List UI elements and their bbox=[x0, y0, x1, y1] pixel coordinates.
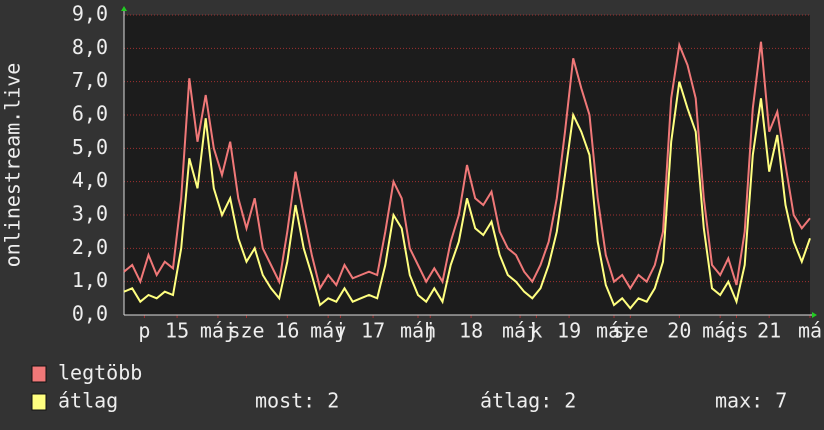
series-line bbox=[123, 81, 811, 310]
y-tick-label: 9,0 bbox=[72, 2, 108, 26]
axis-arrow bbox=[812, 312, 817, 318]
x-tick-label: v bbox=[334, 319, 346, 343]
y-tick-label: 8,0 bbox=[72, 35, 108, 59]
x-tick-label: 17 bbox=[361, 319, 385, 343]
stat-text: átlag: 2 bbox=[480, 389, 576, 413]
x-tick-label: p bbox=[138, 319, 150, 343]
y-tick-label: 3,0 bbox=[72, 202, 108, 226]
legend-label: legtöbb bbox=[58, 361, 142, 385]
x-tick-label: sze bbox=[228, 319, 264, 343]
x-tick-label: máj bbox=[502, 319, 538, 343]
x-tick-label: cs bbox=[724, 319, 748, 343]
x-tick-label: h bbox=[424, 319, 436, 343]
x-tick-label: máj bbox=[596, 319, 632, 343]
stat-text: max: 7 bbox=[715, 389, 787, 413]
legend-label: átlag bbox=[58, 389, 118, 413]
y-axis-label: onlinestream.live bbox=[1, 63, 25, 268]
y-tick-label: 2,0 bbox=[72, 235, 108, 259]
x-tick-label: máj bbox=[702, 319, 738, 343]
y-tick-label: 5,0 bbox=[72, 135, 108, 159]
x-tick-label: 20 bbox=[667, 319, 691, 343]
y-tick-label: 1,0 bbox=[72, 268, 108, 292]
x-tick-label: 21 bbox=[757, 319, 781, 343]
series-line bbox=[123, 41, 811, 291]
x-tick-label: 16 bbox=[275, 319, 299, 343]
x-tick-label: 18 bbox=[459, 319, 483, 343]
y-tick-label: 6,0 bbox=[72, 102, 108, 126]
y-tick-label: 4,0 bbox=[72, 168, 108, 192]
x-tick-label: máj bbox=[310, 319, 346, 343]
legend-swatch bbox=[31, 365, 47, 383]
x-tick-label: má bbox=[798, 319, 822, 343]
x-tick-label: 19 bbox=[557, 319, 581, 343]
x-tick-label: k bbox=[530, 319, 542, 343]
stat-text: most: 2 bbox=[255, 389, 339, 413]
x-tick-label: máj bbox=[400, 319, 436, 343]
axis-arrow bbox=[121, 6, 127, 11]
x-tick-label: máj bbox=[200, 319, 236, 343]
y-tick-label: 0,0 bbox=[72, 302, 108, 326]
x-tick-label: 15 bbox=[165, 319, 189, 343]
y-tick-label: 7,0 bbox=[72, 68, 108, 92]
legend-swatch bbox=[31, 393, 47, 411]
x-tick-label: sze bbox=[612, 319, 648, 343]
